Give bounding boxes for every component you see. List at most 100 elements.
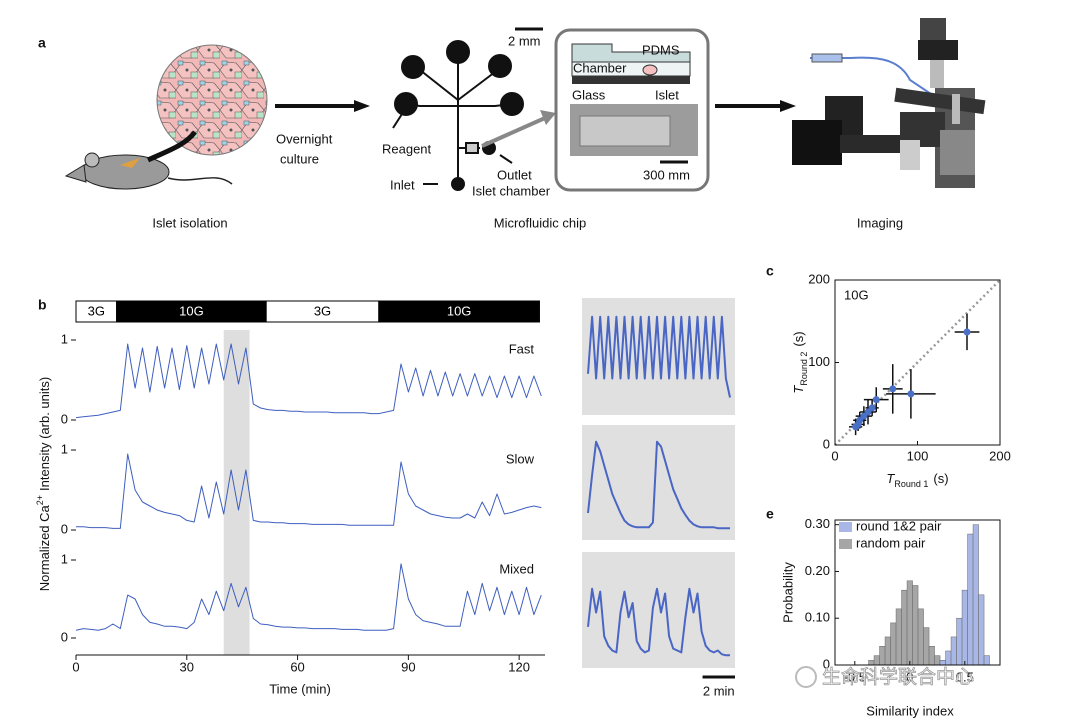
legend-swatch bbox=[839, 539, 852, 549]
point bbox=[907, 390, 915, 398]
inset-label: Glass bbox=[572, 87, 606, 102]
bar bbox=[978, 594, 985, 666]
y-tick-label: 0 bbox=[823, 436, 830, 451]
axis-label-part: (s) bbox=[933, 471, 948, 486]
point bbox=[889, 385, 897, 393]
bar bbox=[972, 524, 979, 666]
bar bbox=[923, 627, 930, 666]
chip-label: Islet chamber bbox=[472, 183, 551, 198]
scale-label: 300 mm bbox=[643, 167, 690, 182]
axis-label: TRound 2 (s) bbox=[791, 331, 809, 393]
scale-bar-label: 2 min bbox=[703, 683, 735, 698]
axis-label-part: Round 2 bbox=[799, 352, 809, 386]
bar bbox=[912, 585, 919, 666]
condition-label: 3G bbox=[314, 303, 331, 318]
y-tick-label: 0 bbox=[61, 629, 68, 644]
bar bbox=[934, 655, 941, 666]
bar bbox=[983, 655, 990, 666]
y-tick-label: 0 bbox=[823, 656, 830, 671]
trace-label: Slow bbox=[506, 451, 535, 466]
axis-label-part: T bbox=[886, 471, 895, 486]
y-tick-label: 1 bbox=[61, 441, 68, 456]
identity-line bbox=[834, 279, 1001, 446]
axis-label: TRound 1 (s) bbox=[886, 471, 948, 489]
bar bbox=[945, 650, 952, 666]
trace-label: Mixed bbox=[499, 561, 534, 576]
panel-label: a bbox=[38, 35, 46, 51]
legend-label: random pair bbox=[856, 535, 926, 550]
plot-frame bbox=[834, 519, 1001, 666]
arrow bbox=[715, 100, 796, 112]
x-axis-label: Similarity index bbox=[866, 703, 954, 718]
y-axis-label: Probability bbox=[780, 562, 795, 623]
axis-label-part: T bbox=[791, 385, 806, 394]
y-tick-label: 0 bbox=[61, 411, 68, 426]
panel-label: e bbox=[766, 506, 774, 522]
point bbox=[868, 404, 876, 412]
bar bbox=[895, 608, 902, 666]
bar bbox=[873, 655, 880, 666]
y-tick-label: 1 bbox=[61, 331, 68, 346]
point bbox=[854, 420, 862, 428]
trace bbox=[587, 587, 730, 657]
culture-label: Overnight bbox=[276, 131, 333, 146]
axis-label-part: 2+ bbox=[35, 495, 45, 505]
bar bbox=[928, 646, 935, 666]
bar bbox=[868, 660, 875, 666]
islet-illustration bbox=[64, 44, 268, 190]
legend-swatch bbox=[839, 522, 852, 532]
stage-label: Islet isolation bbox=[152, 215, 227, 230]
scale-label: 2 mm bbox=[508, 33, 541, 48]
bar bbox=[901, 589, 908, 666]
arrow bbox=[275, 100, 370, 112]
trace bbox=[587, 440, 730, 530]
microscope-illustration bbox=[792, 18, 986, 188]
chip-label: Inlet bbox=[390, 177, 415, 192]
x-tick-label: -0.5 bbox=[844, 669, 866, 684]
condition-label: 10G bbox=[179, 303, 204, 318]
culture-label: culture bbox=[280, 151, 319, 166]
x-tick-label: 0 bbox=[72, 659, 79, 674]
y-tick-label: 0.30 bbox=[805, 516, 830, 531]
inset-background bbox=[582, 552, 735, 668]
bar bbox=[939, 660, 946, 666]
bar bbox=[967, 533, 974, 666]
inset-label: PDMS bbox=[642, 42, 680, 57]
inset-label: Chamber bbox=[573, 60, 627, 75]
panel-label: c bbox=[766, 263, 774, 279]
y-tick-label: 1 bbox=[61, 551, 68, 566]
axis-label: Normalized Ca2+ Intensity (arb. units) bbox=[35, 377, 52, 591]
watermark: 生命科学联合中心 bbox=[822, 666, 974, 688]
x-tick-label: 60 bbox=[290, 659, 304, 674]
zoom-arrow bbox=[481, 110, 556, 148]
annotation: 10G bbox=[844, 287, 869, 302]
x-tick-label: 30 bbox=[180, 659, 194, 674]
panel-label: b bbox=[38, 297, 47, 313]
x-tick-label: 200 bbox=[989, 448, 1011, 463]
axis-label-part: Intensity (arb. units) bbox=[37, 377, 52, 491]
axis-label-part: Round 1 bbox=[894, 479, 928, 489]
chip-label: Outlet bbox=[497, 167, 532, 182]
chip-illustration bbox=[392, 27, 543, 191]
bar bbox=[884, 636, 891, 666]
watermark-icon bbox=[795, 666, 817, 688]
inset-label: Islet bbox=[655, 87, 679, 102]
y-tick-label: 0.10 bbox=[805, 610, 830, 625]
legend-label: round 1&2 pair bbox=[856, 518, 942, 533]
trace bbox=[75, 563, 542, 631]
bar bbox=[917, 608, 924, 666]
x-tick-label: 0 bbox=[906, 669, 913, 684]
x-tick-label: 100 bbox=[907, 448, 929, 463]
stage-label: Microfluidic chip bbox=[494, 215, 586, 230]
condition-label: 3G bbox=[88, 303, 105, 318]
chip-label: Reagent bbox=[382, 141, 432, 156]
condition-label: 10G bbox=[447, 303, 472, 318]
y-tick-label: 0 bbox=[61, 521, 68, 536]
x-tick-label: 0 bbox=[831, 448, 838, 463]
bar bbox=[879, 646, 886, 666]
x-axis-label: Time (min) bbox=[269, 681, 331, 696]
y-tick-label: 0.20 bbox=[805, 563, 830, 578]
bar bbox=[961, 589, 968, 666]
